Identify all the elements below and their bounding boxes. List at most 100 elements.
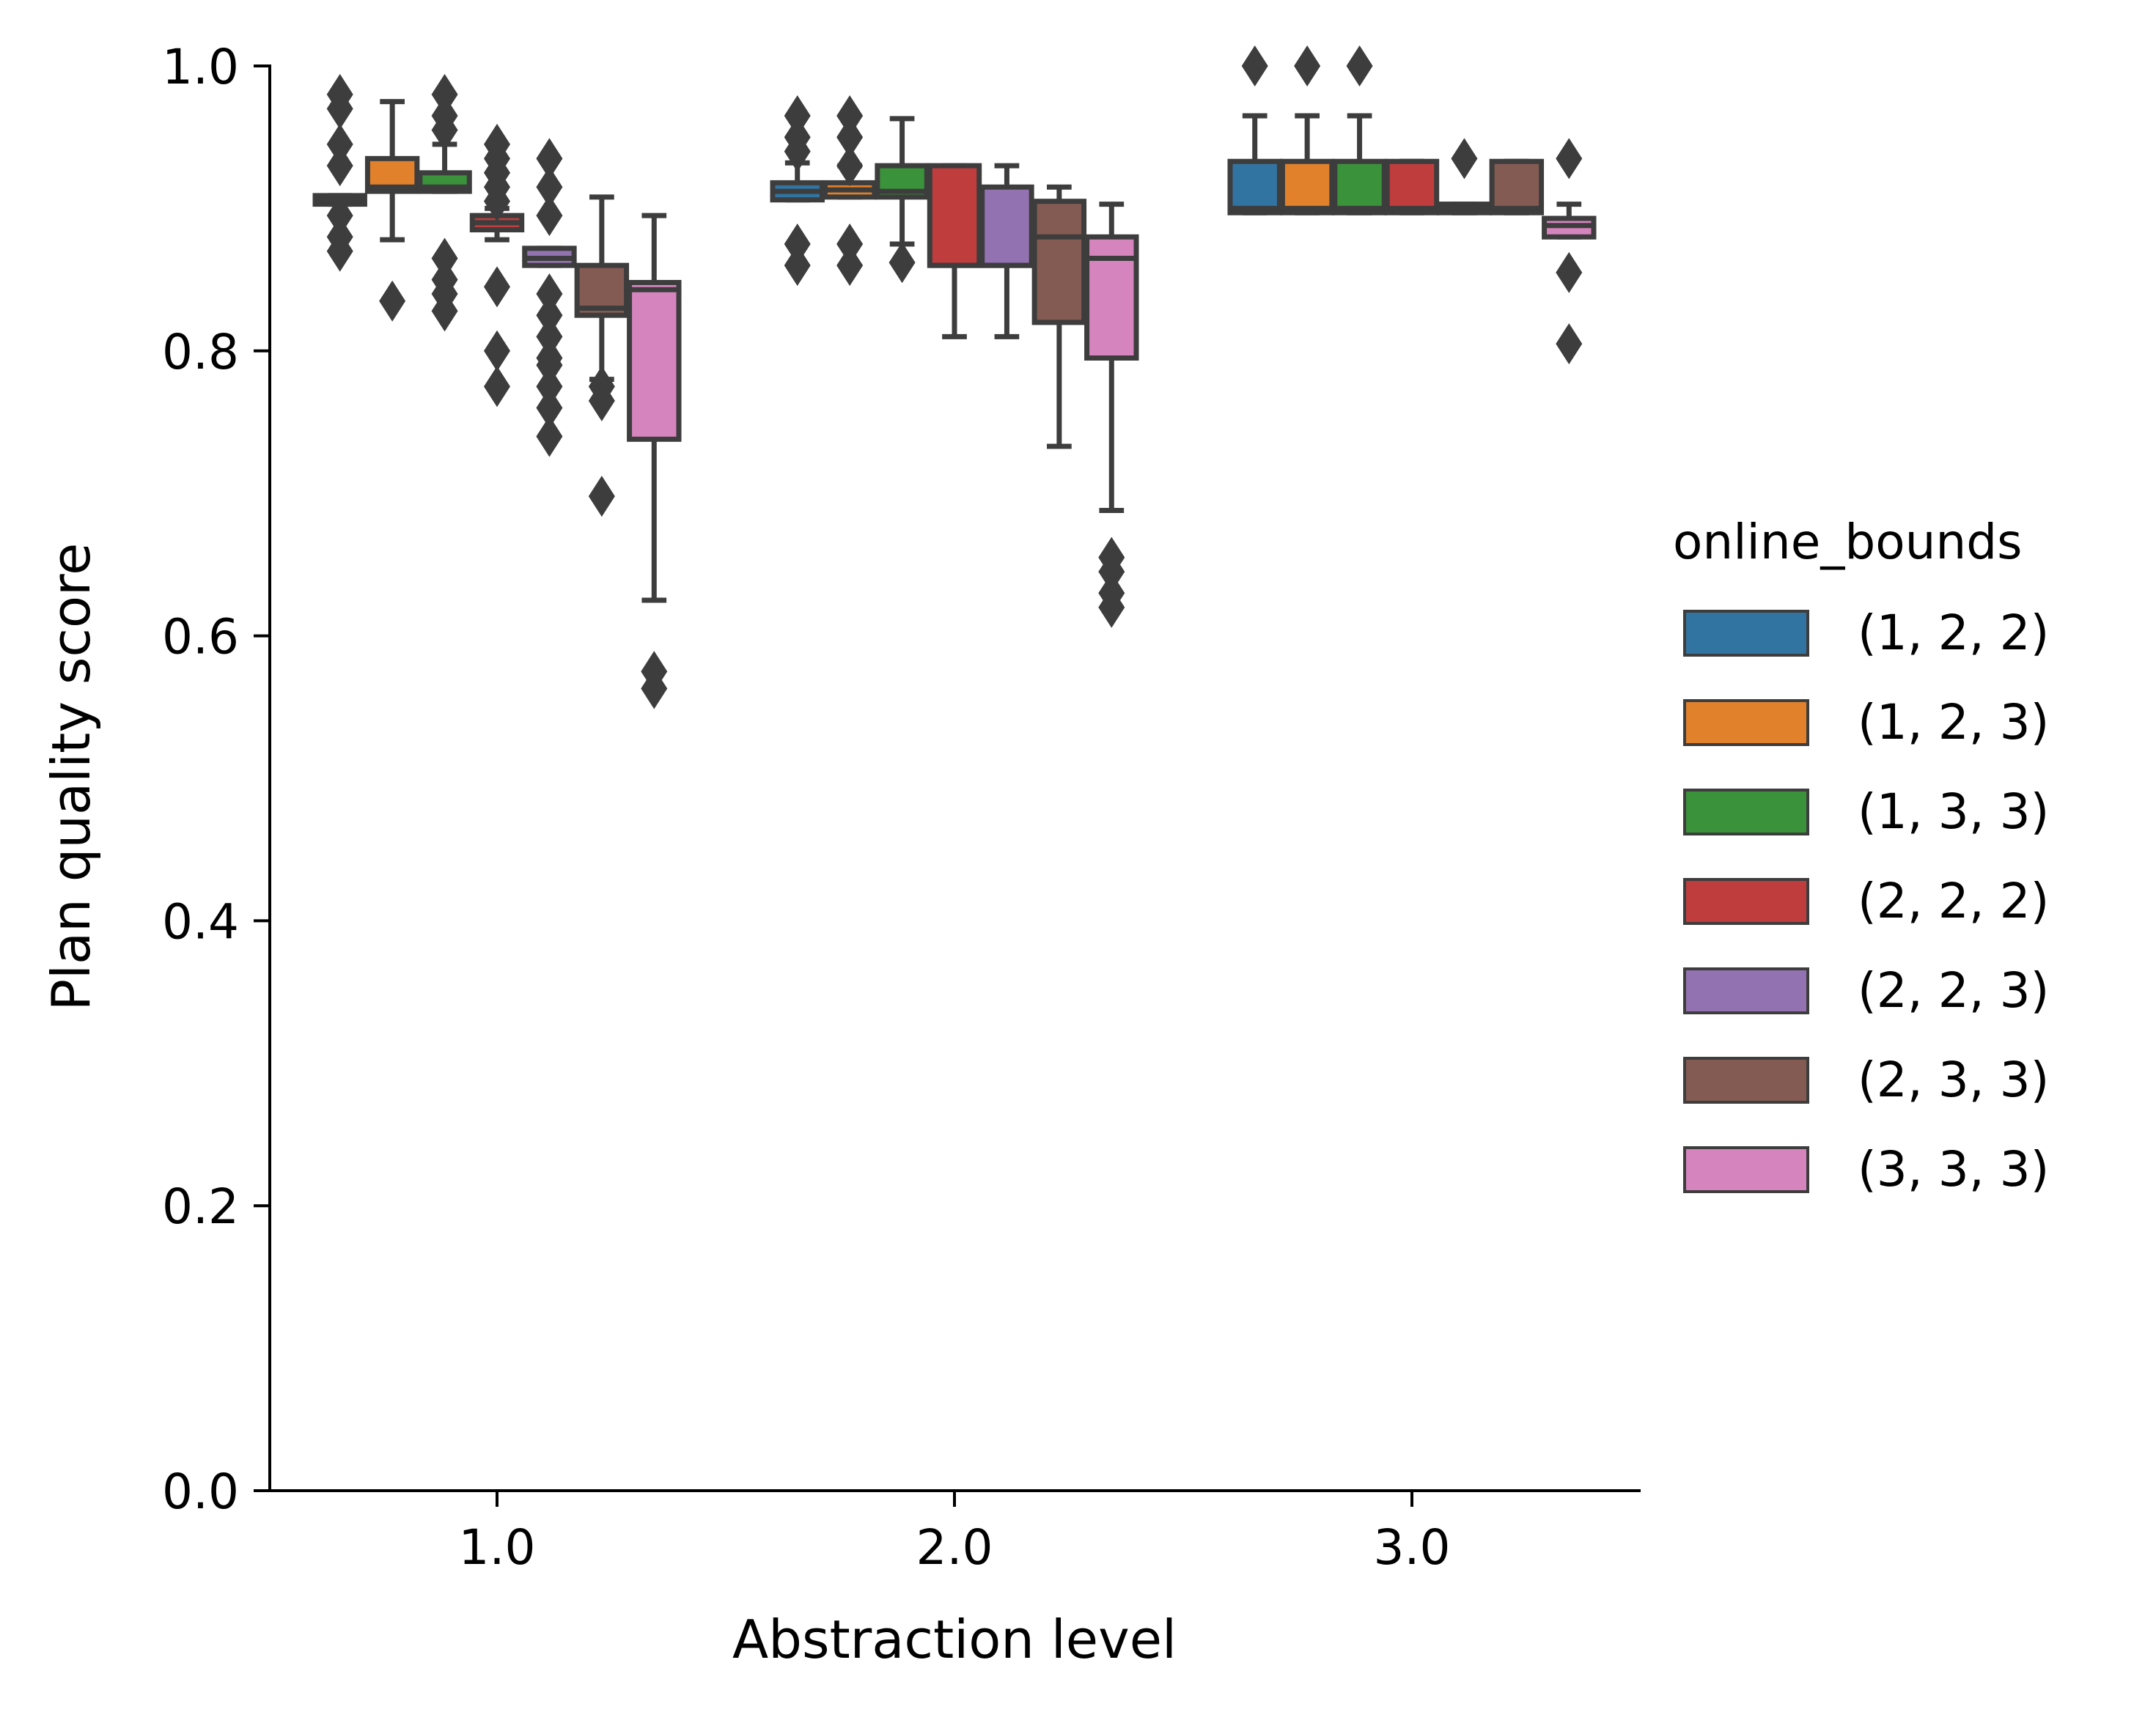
outlier-marker <box>326 88 353 130</box>
box-body <box>1332 158 1387 215</box>
outlier-marker <box>1241 45 1268 86</box>
outlier-marker <box>784 245 811 287</box>
outlier-marker <box>784 95 811 137</box>
legend-swatch <box>1683 1146 1809 1193</box>
box-122-level-1 <box>312 73 367 272</box>
box-133-level-1 <box>417 73 472 332</box>
legend-swatch <box>1683 699 1809 746</box>
outlier-marker <box>484 180 510 222</box>
box-333-level-1 <box>627 213 682 709</box>
box-body <box>927 163 982 268</box>
outlier-marker <box>536 195 563 237</box>
legend: online_bounds (1, 2, 2) (1, 2, 3) (1, 3, 3… <box>1673 514 2049 1198</box>
outlier-marker <box>836 245 864 287</box>
outlier-marker <box>836 145 864 187</box>
box-123-level-2 <box>822 95 878 287</box>
legend-swatch <box>1683 878 1809 925</box>
boxes <box>312 45 1597 709</box>
outlier-marker <box>836 95 864 137</box>
outlier-marker <box>431 290 458 332</box>
x-tick-label: 2.0 <box>916 1519 993 1576</box>
outlier-marker <box>1556 251 1583 293</box>
outlier-marker <box>536 138 563 180</box>
box-122-level-3 <box>1227 45 1282 215</box>
outlier-marker <box>536 366 563 407</box>
y-tick-label: 0.2 <box>162 1178 239 1235</box>
legend-label: (2, 2, 2) <box>1858 873 2049 929</box>
outlier-marker <box>536 387 563 429</box>
box-123-level-3 <box>1279 45 1335 215</box>
y-tick-label: 0.8 <box>162 324 239 380</box>
outlier-marker <box>484 266 510 308</box>
x-ticks: 1.0 2.0 3.0 <box>459 1491 1451 1576</box>
outlier-marker <box>1346 45 1373 86</box>
outlier-marker <box>484 330 510 372</box>
box-223-level-3 <box>1437 138 1492 215</box>
legend-label: (1, 2, 3) <box>1858 694 2049 750</box>
outlier-marker <box>836 224 864 265</box>
outlier-marker <box>326 123 353 165</box>
outlier-marker <box>484 366 510 407</box>
box-233-level-1 <box>574 194 630 517</box>
legend-label: (2, 2, 3) <box>1858 962 2049 1019</box>
outlier-marker <box>1098 586 1125 628</box>
outlier-marker <box>536 344 563 386</box>
box-133-level-2 <box>875 116 930 284</box>
box-133-level-3 <box>1332 45 1387 215</box>
box-body <box>1084 234 1139 361</box>
y-tick-label: 1.0 <box>162 39 239 95</box>
box-333-level-2 <box>1084 202 1139 628</box>
box-body <box>627 279 682 442</box>
y-tick-label: 0.4 <box>162 893 239 950</box>
outlier-marker <box>588 476 615 517</box>
y-tick-label: 0.0 <box>162 1464 239 1520</box>
outlier-marker <box>431 73 458 115</box>
box-223-level-1 <box>522 138 577 457</box>
box-body <box>1279 158 1335 215</box>
outlier-marker <box>431 109 458 151</box>
outlier-marker <box>836 117 864 158</box>
outlier-marker <box>588 380 615 421</box>
outlier-marker <box>536 416 563 457</box>
box-222-level-3 <box>1384 158 1440 215</box>
box-222-level-1 <box>469 123 525 407</box>
outlier-marker <box>1556 138 1583 180</box>
outlier-marker <box>1098 551 1125 593</box>
box-333-level-3 <box>1542 138 1597 365</box>
y-tick-label: 0.6 <box>162 609 239 665</box>
box-body <box>979 184 1034 268</box>
outlier-marker <box>1451 138 1478 180</box>
legend-label: (1, 2, 2) <box>1858 605 2049 661</box>
box-222-level-2 <box>927 163 982 339</box>
outlier-marker <box>536 166 563 208</box>
outlier-marker <box>1294 45 1321 86</box>
x-tick-label: 3.0 <box>1374 1519 1451 1576</box>
outlier-marker <box>431 237 458 279</box>
box-122-level-2 <box>770 95 825 287</box>
y-ticks: 0.0 0.2 0.4 0.6 0.8 1.0 <box>162 39 270 1520</box>
box-123-level-1 <box>364 99 420 322</box>
legend-label: (1, 3, 3) <box>1858 783 2049 840</box>
outlier-marker <box>326 195 353 237</box>
outlier-marker <box>379 280 406 322</box>
box-233-level-3 <box>1489 158 1545 215</box>
box-233-level-2 <box>1031 184 1087 449</box>
x-tick-label: 1.0 <box>459 1519 536 1576</box>
x-axis-label: Abstraction level <box>732 1609 1177 1670</box>
outlier-marker <box>784 224 811 265</box>
legend-swatch <box>1683 967 1809 1014</box>
outlier-marker <box>888 242 916 284</box>
box-body <box>1227 158 1282 215</box>
legend-title: online_bounds <box>1673 514 2023 570</box>
y-axis-label: Plan quality score <box>40 543 102 1011</box>
outlier-marker <box>536 316 563 358</box>
box-body <box>1489 158 1545 215</box>
outlier-marker <box>536 273 563 315</box>
legend-swatch <box>1683 1057 1809 1104</box>
box-body <box>1031 199 1087 325</box>
legend-label: (3, 3, 3) <box>1858 1141 2049 1198</box>
outlier-marker <box>326 145 353 187</box>
outlier-marker <box>536 295 563 336</box>
outlier-marker <box>641 668 668 709</box>
